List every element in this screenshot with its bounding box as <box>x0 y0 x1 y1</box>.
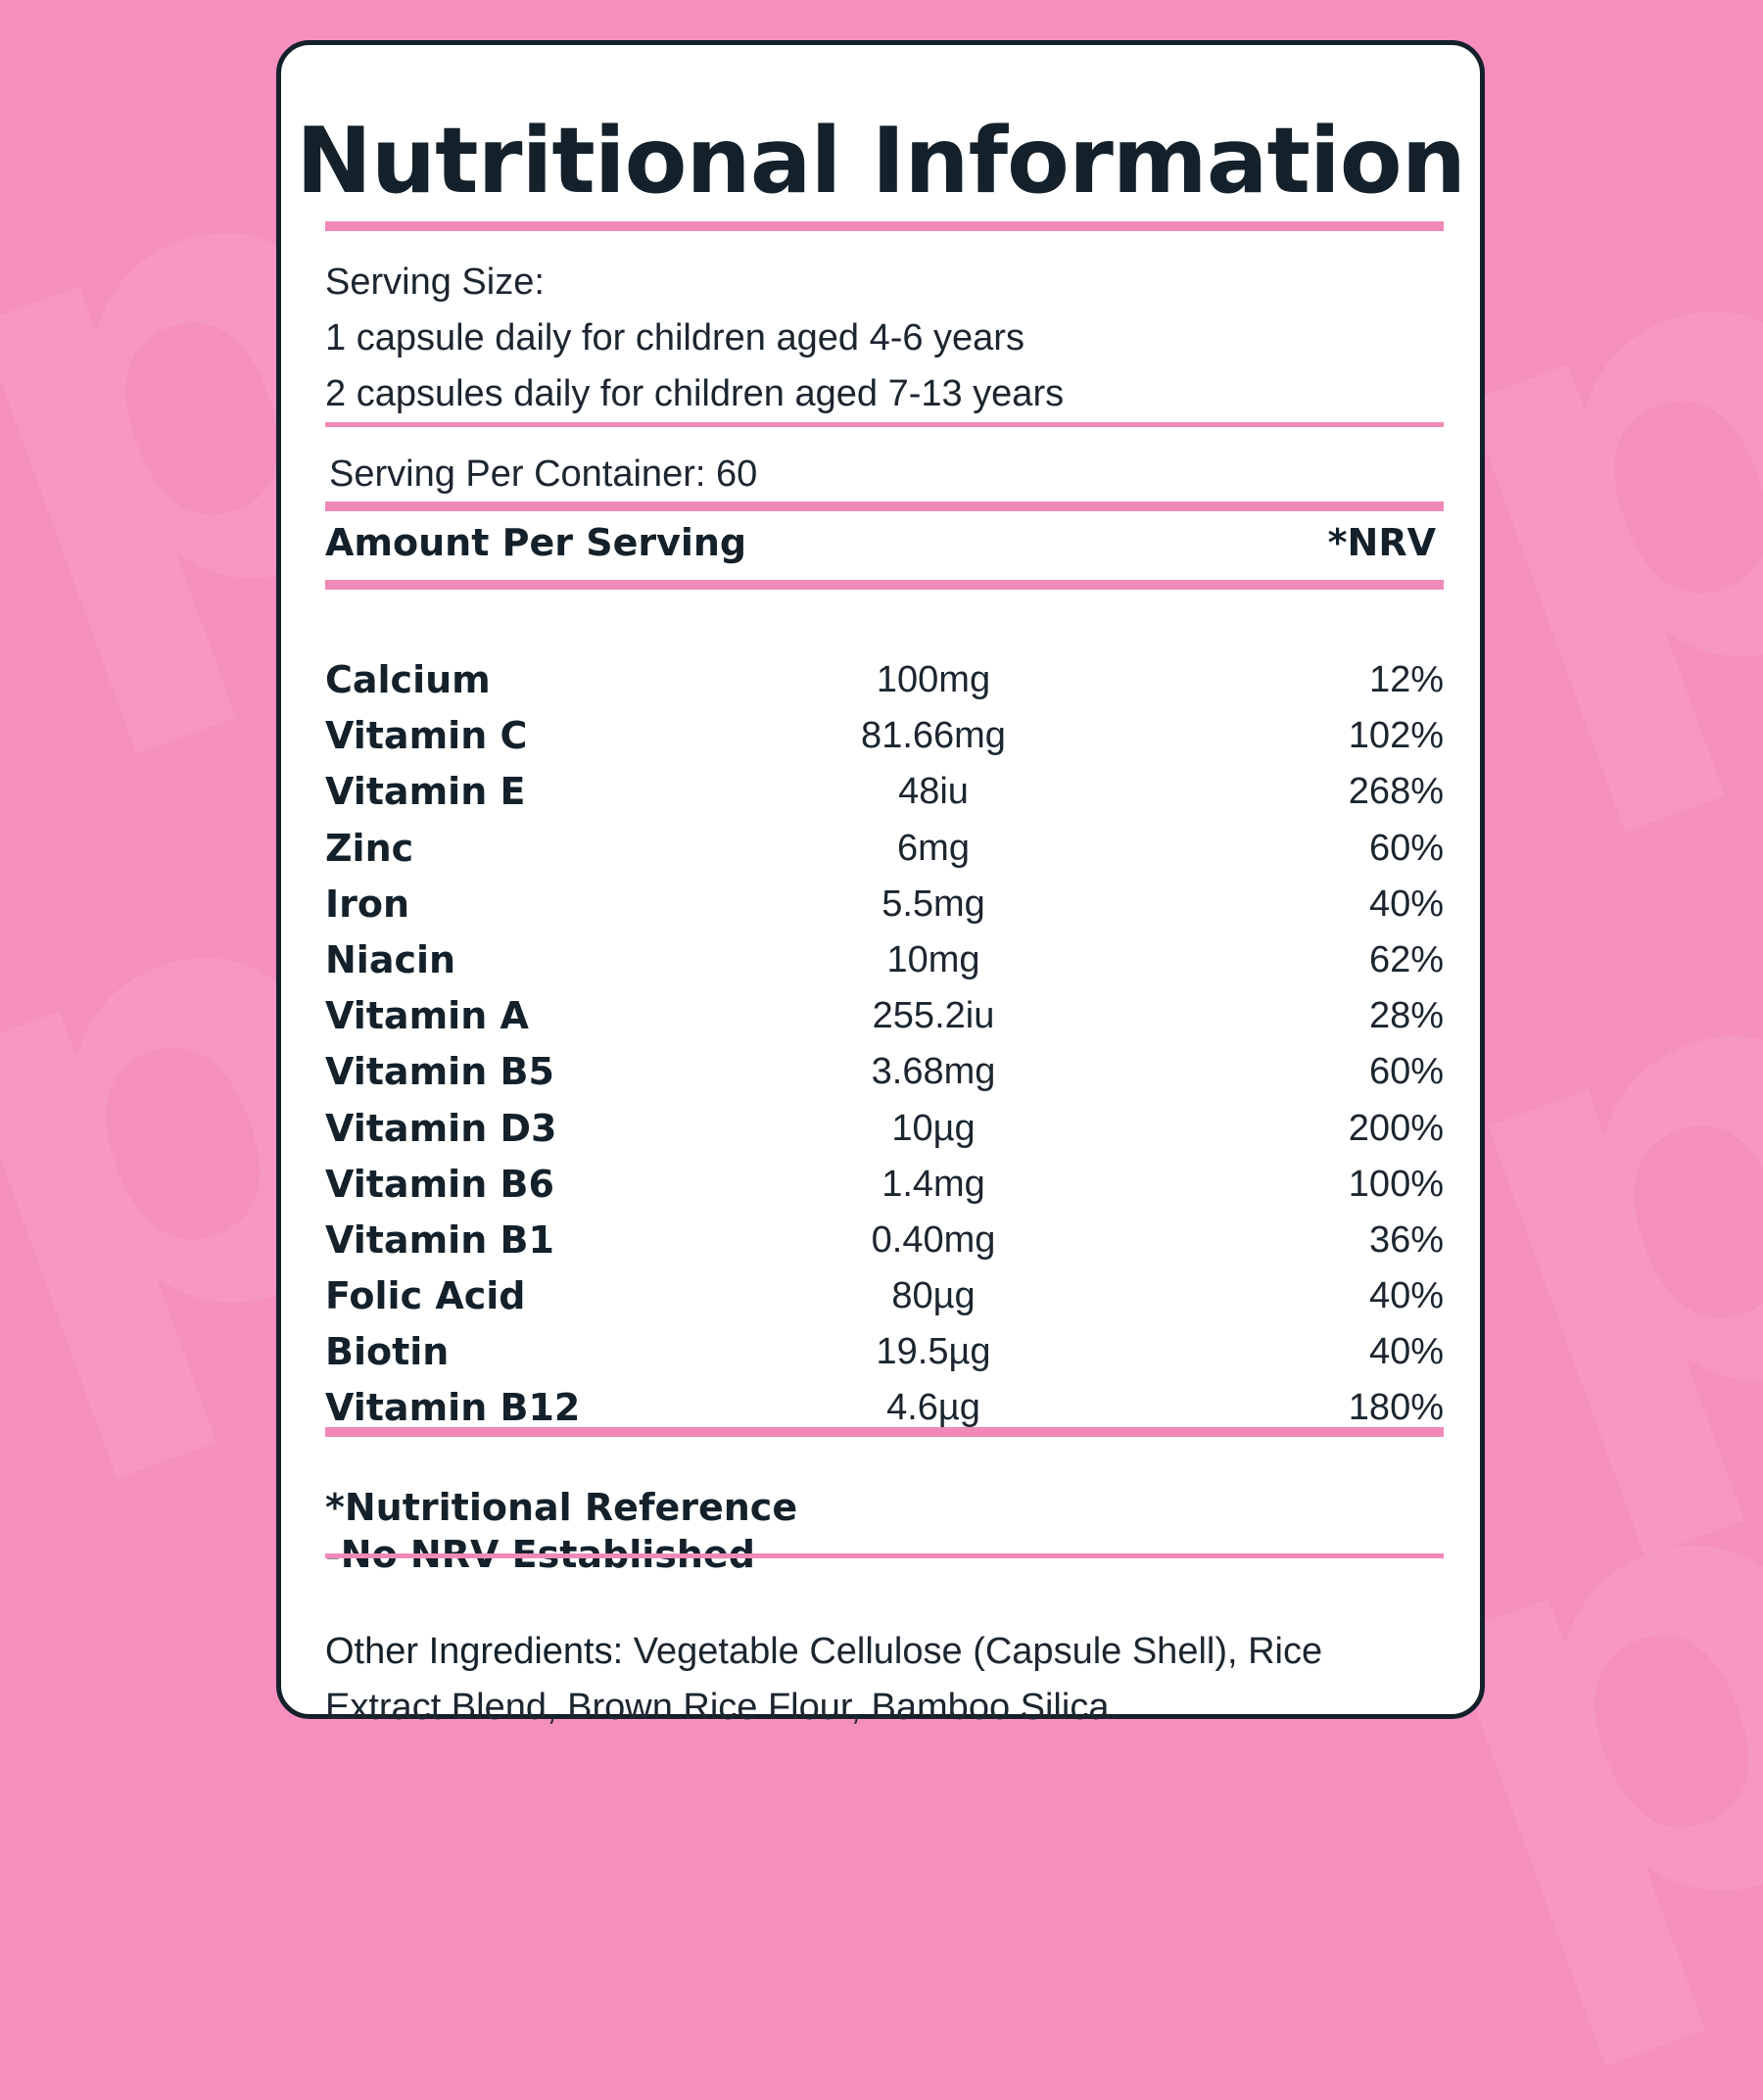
serving-size-line-1: 1 capsule daily for children aged 4-6 ye… <box>325 317 1024 358</box>
nutrient-name: Vitamin B6 <box>325 1162 554 1206</box>
nutrient-amount: 6mg <box>897 827 970 869</box>
serving-size-line-2: 2 capsules daily for children aged 7-13 … <box>325 373 1065 414</box>
nutrient-row: Vitamin E 48iu 268% <box>325 764 1444 820</box>
nutrient-row: Vitamin B12 4.6µg 180% <box>325 1380 1444 1436</box>
nutrient-name: Calcium <box>325 658 491 701</box>
nutrient-name: Vitamin E <box>325 770 526 814</box>
nutrient-amount: 3.68mg <box>871 1051 996 1093</box>
nutrient-amount: 10mg <box>886 938 980 980</box>
nutrient-nrv: 268% <box>1348 771 1444 813</box>
nutrient-nrv: 28% <box>1368 995 1444 1037</box>
divider <box>325 580 1444 590</box>
nutrient-name: Niacin <box>325 937 456 981</box>
nutrient-amount: 19.5µg <box>876 1331 991 1373</box>
nutrient-row: Vitamin B1 0.40mg 36% <box>325 1213 1444 1268</box>
divider <box>325 1427 1444 1437</box>
divider <box>325 221 1444 231</box>
other-ingredients: Other Ingredients: Vegetable Cellulose (… <box>325 1624 1444 1736</box>
nutrient-name: Folic Acid <box>325 1274 526 1318</box>
nrv-footnote: *Nutritional Reference -No NRV Establish… <box>325 1484 797 1578</box>
nutrient-name: Biotin <box>325 1330 450 1374</box>
serving-size-label: Serving Size: <box>325 262 545 303</box>
nutrient-nrv: 40% <box>1368 1331 1444 1373</box>
footnote-line-1: *Nutritional Reference <box>325 1486 798 1529</box>
nutrient-nrv: 60% <box>1368 1051 1444 1093</box>
nutrient-row: Niacin 10mg 62% <box>325 932 1444 988</box>
amount-per-serving-header: Amount Per Serving <box>325 521 747 564</box>
nutrient-name: Vitamin B1 <box>325 1217 554 1262</box>
nutrient-name: Zinc <box>325 826 414 870</box>
nutrient-name: Vitamin D3 <box>325 1106 557 1150</box>
other-ingredients-label: Other Ingredients: <box>325 1631 624 1672</box>
nutrient-row: Vitamin B5 3.68mg 60% <box>325 1044 1444 1100</box>
nutrient-amount: 10µg <box>891 1107 976 1149</box>
nutrient-nrv: 60% <box>1368 827 1444 869</box>
nutrient-row: Zinc 6mg 60% <box>325 821 1444 877</box>
nutrient-nrv: 62% <box>1368 938 1444 980</box>
nutrient-name: Vitamin B12 <box>325 1386 581 1430</box>
nutrient-name: Vitamin C <box>325 714 528 758</box>
nutrient-amount: 1.4mg <box>882 1163 985 1205</box>
nutrient-amount: 81.66mg <box>861 715 1006 757</box>
divider <box>325 501 1444 511</box>
nutrient-row: Vitamin D3 10µg 200% <box>325 1101 1444 1157</box>
nutrient-row: Biotin 19.5µg 40% <box>325 1324 1444 1380</box>
nutrient-nrv: 40% <box>1368 883 1444 925</box>
nutrient-row: Vitamin C 81.66mg 102% <box>325 708 1444 764</box>
nutrient-amount: 100mg <box>876 659 991 700</box>
servings-per-container: Serving Per Container: 60 <box>329 453 758 495</box>
nutrient-table: Calcium 100mg 12% Vitamin C 81.66mg 102% Vit… <box>325 652 1444 1437</box>
nutrient-amount: 48iu <box>898 771 969 813</box>
nutrient-nrv: 180% <box>1348 1387 1444 1429</box>
nutrient-amount: 80µg <box>891 1275 976 1317</box>
nutrient-name: Iron <box>325 882 410 926</box>
nutrient-name: Vitamin B5 <box>325 1050 554 1094</box>
nutrient-name: Vitamin A <box>325 994 529 1038</box>
nutrient-nrv: 100% <box>1348 1163 1444 1205</box>
nrv-header: *NRV <box>1327 521 1436 564</box>
nutrient-amount: 255.2iu <box>872 995 995 1037</box>
nutrient-row: Folic Acid 80µg 40% <box>325 1268 1444 1324</box>
nutrient-row: Calcium 100mg 12% <box>325 652 1444 708</box>
nutrient-row: Vitamin A 255.2iu 28% <box>325 988 1444 1044</box>
divider <box>325 422 1444 427</box>
nutrient-amount: 5.5mg <box>882 883 985 925</box>
nutrient-nrv: 40% <box>1368 1275 1444 1317</box>
nutrient-row: Vitamin B6 1.4mg 100% <box>325 1157 1444 1213</box>
nutrient-nrv: 36% <box>1368 1218 1444 1261</box>
nutrient-amount: 4.6µg <box>886 1387 980 1429</box>
page-title: Nutritional Information <box>296 108 1466 214</box>
divider <box>325 1553 1444 1558</box>
nutrient-nrv: 12% <box>1368 659 1444 700</box>
nutrient-nrv: 200% <box>1348 1107 1444 1149</box>
nutrition-label-card: Nutritional Information Serving Size: 1 … <box>276 40 1485 1728</box>
nutrient-amount: 0.40mg <box>871 1218 996 1261</box>
nutrient-nrv: 102% <box>1348 715 1444 757</box>
nutrient-row: Iron 5.5mg 40% <box>325 877 1444 932</box>
other-ingredients-text: Vegetable Cellulose (Capsule Shell), Ric… <box>325 1631 1323 1728</box>
